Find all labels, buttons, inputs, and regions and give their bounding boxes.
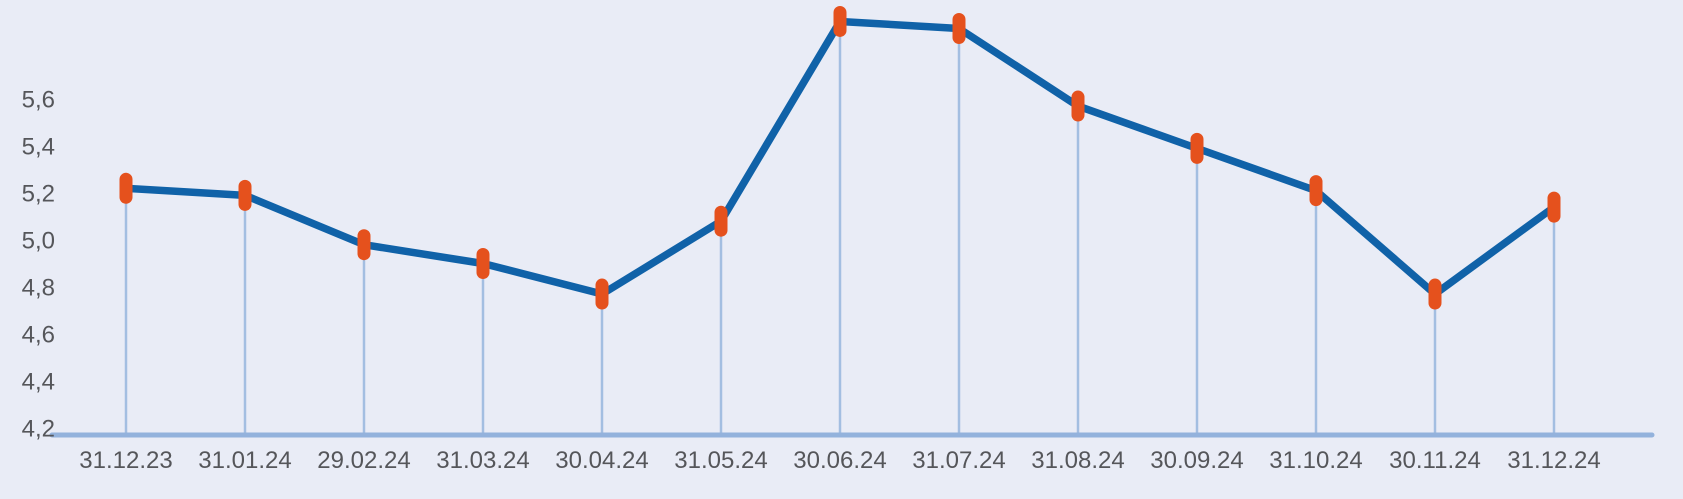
data-point-marker[interactable] [1190, 132, 1204, 164]
y-axis-tick-label: 4,2 [22, 416, 55, 443]
x-axis-tick-label: 31.10.24 [1269, 447, 1362, 474]
x-axis-tick-label: 31.03.24 [436, 447, 529, 474]
x-axis-tick-label: 30.09.24 [1150, 447, 1243, 474]
y-axis-tick-label: 4,8 [22, 275, 55, 302]
x-axis-tick-label: 30.11.24 [1389, 447, 1481, 474]
data-point-marker[interactable] [1547, 191, 1561, 223]
data-point-marker[interactable] [238, 179, 252, 211]
x-axis-tick-label: 31.12.24 [1507, 447, 1600, 474]
y-axis-tick-label: 5,0 [22, 228, 55, 255]
y-axis-tick-label: 5,4 [22, 134, 55, 161]
y-axis-tick-label: 4,6 [22, 322, 55, 349]
x-axis-tick-label: 30.04.24 [555, 447, 648, 474]
data-point-marker[interactable] [357, 229, 371, 261]
y-axis-tick-label: 4,4 [22, 369, 55, 396]
x-axis-tick-label: 31.07.24 [912, 447, 1005, 474]
y-axis-tick-label: 5,2 [22, 181, 55, 208]
data-point-marker[interactable] [476, 248, 490, 279]
data-point-marker[interactable] [952, 13, 966, 44]
data-point-marker[interactable] [833, 5, 847, 37]
x-axis-tick-label: 31.08.24 [1031, 447, 1124, 474]
x-axis-tick-label: 29.02.24 [317, 447, 410, 474]
data-point-marker[interactable] [119, 172, 133, 204]
x-axis-tick-label: 31.05.24 [674, 447, 767, 474]
data-point-marker[interactable] [1428, 278, 1442, 310]
x-axis-tick-label: 31.12.23 [79, 447, 172, 474]
data-point-marker[interactable] [1309, 175, 1323, 207]
y-axis-tick-label: 5,6 [22, 87, 55, 114]
x-axis-tick-label: 30.06.24 [793, 447, 886, 474]
x-axis-tick-label: 31.01.24 [198, 447, 291, 474]
data-point-marker[interactable] [714, 205, 728, 237]
data-point-marker[interactable] [595, 278, 609, 310]
data-point-marker[interactable] [1071, 90, 1085, 122]
